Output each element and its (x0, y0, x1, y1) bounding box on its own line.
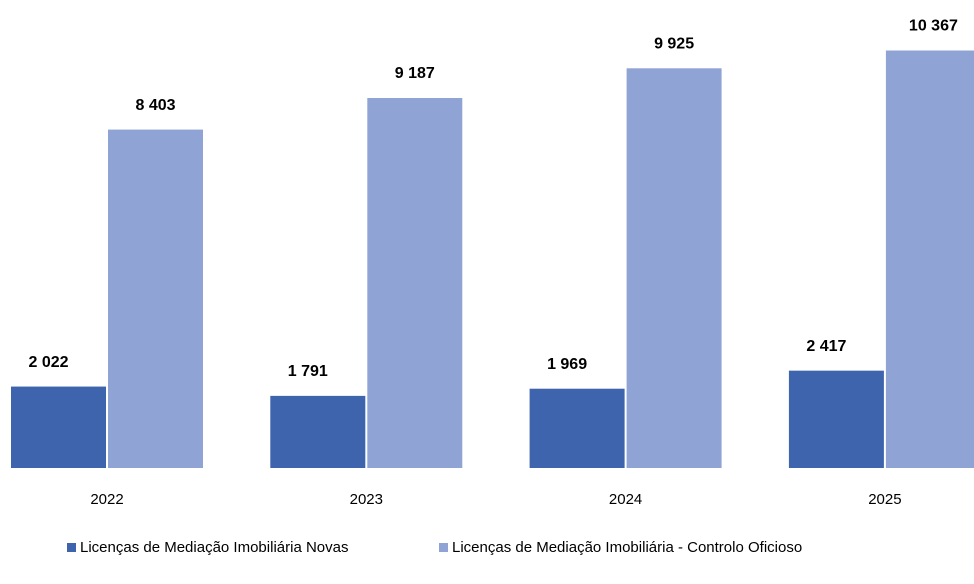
value-label: 9 187 (395, 65, 435, 82)
value-label: 9 925 (654, 36, 694, 53)
bar (11, 386, 106, 468)
x-tick-label: 2024 (609, 491, 642, 508)
bar (626, 68, 722, 468)
value-label: 8 403 (135, 97, 175, 114)
bar (270, 395, 366, 468)
bar (108, 129, 203, 469)
bar (885, 50, 974, 468)
x-tick-label: 2025 (868, 491, 901, 508)
legend-label: Licenças de Mediação Imobiliária Novas (80, 539, 348, 556)
bar (367, 98, 463, 468)
value-label: 2 417 (806, 338, 846, 355)
value-label: 1 969 (547, 356, 587, 373)
legend-swatch (439, 543, 448, 552)
x-tick-label: 2022 (90, 491, 123, 508)
legend-swatch (67, 543, 76, 552)
legend-label: Licenças de Mediação Imobiliária - Contr… (452, 539, 802, 556)
value-label: 2 022 (28, 354, 68, 371)
value-label: 10 367 (909, 18, 958, 35)
bar (788, 370, 884, 468)
value-label: 1 791 (288, 363, 328, 380)
x-tick-label: 2023 (350, 491, 383, 508)
bar (529, 388, 625, 468)
